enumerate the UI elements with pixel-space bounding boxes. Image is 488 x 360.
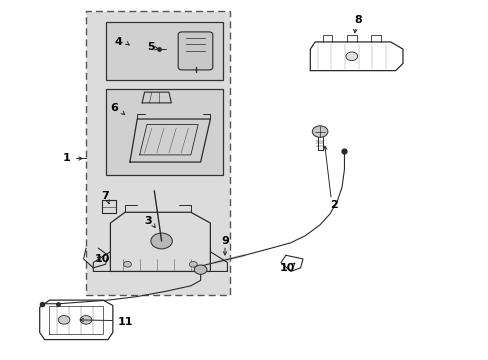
- FancyBboxPatch shape: [178, 32, 212, 70]
- Circle shape: [189, 261, 197, 267]
- Circle shape: [123, 261, 131, 267]
- Text: 10: 10: [94, 254, 110, 264]
- Text: 2: 2: [329, 200, 337, 210]
- Text: 11: 11: [117, 317, 133, 327]
- Circle shape: [312, 126, 327, 137]
- Circle shape: [80, 316, 92, 324]
- Text: 4: 4: [115, 37, 122, 47]
- Text: 5: 5: [147, 42, 154, 52]
- Circle shape: [194, 265, 206, 274]
- Text: 6: 6: [110, 103, 118, 113]
- Bar: [105, 22, 222, 80]
- Bar: [105, 89, 222, 175]
- Text: 9: 9: [221, 236, 228, 246]
- Bar: [86, 12, 229, 295]
- Text: 10: 10: [279, 263, 294, 273]
- Circle shape: [345, 52, 357, 60]
- Circle shape: [58, 316, 70, 324]
- Text: 3: 3: [144, 216, 152, 226]
- Text: 8: 8: [353, 15, 361, 26]
- Text: 1: 1: [62, 153, 70, 163]
- Text: 7: 7: [102, 191, 109, 201]
- Circle shape: [151, 233, 172, 249]
